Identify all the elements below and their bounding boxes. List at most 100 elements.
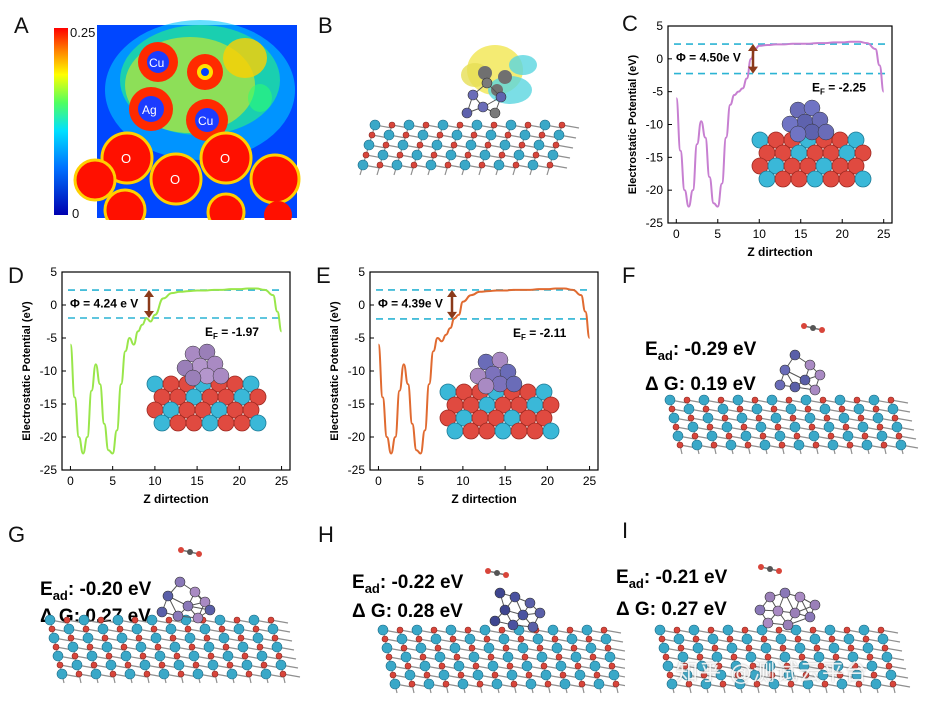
oxygen-atom <box>101 634 109 642</box>
cluster-atom <box>507 619 519 631</box>
cluster-atom <box>467 89 479 101</box>
oxygen-atom <box>706 423 714 431</box>
oxygen-atom <box>842 423 850 431</box>
metal-atom <box>847 131 865 149</box>
oxygen-atom <box>847 644 855 652</box>
metal-atom <box>854 170 872 188</box>
metal-atom <box>547 149 559 161</box>
fermi-level-label: EF = -1.97 <box>205 325 259 341</box>
oxygen-atom <box>478 422 496 440</box>
cluster-atom <box>505 375 523 393</box>
oxygen-atom <box>462 422 480 440</box>
y-tick-label: -5 <box>46 331 57 345</box>
cluster-atom <box>774 379 786 391</box>
metal-atom <box>158 668 170 680</box>
metal-atom <box>691 439 703 451</box>
oxygen-atom <box>48 625 56 633</box>
oxygen-atom <box>131 616 139 624</box>
x-axis-label: Z dirtection <box>747 245 812 259</box>
metal-atom <box>870 678 882 690</box>
oxygen-atom <box>478 161 486 169</box>
metal-atom <box>740 430 752 442</box>
oxygen-atom <box>851 662 859 670</box>
oxygen-atom <box>468 644 476 652</box>
metal-atom <box>214 614 226 626</box>
metal-atom <box>817 669 829 681</box>
oxygen-atom <box>828 635 836 643</box>
metal-atom <box>472 669 484 681</box>
metal-atom <box>866 660 878 672</box>
metal-atom <box>201 414 219 432</box>
oxygen-atom <box>687 414 695 422</box>
oxygen-atom <box>759 432 767 440</box>
metal-atom <box>505 119 517 131</box>
panel-d-potential-chart: 0 5 10 15 20 25 5 0 -5 -10 -15 -20 -25 Z dirtection El… <box>21 265 291 506</box>
metal-atom <box>770 412 782 424</box>
metal-atom <box>519 129 531 141</box>
metal-atom <box>434 651 446 663</box>
oxygen-atom <box>154 643 162 651</box>
metal-atom <box>423 678 435 690</box>
oxygen-atom <box>472 662 480 670</box>
oxygen-atom <box>483 635 491 643</box>
oxygen-atom <box>711 644 719 652</box>
metal-atom <box>559 678 571 690</box>
carbon-atom <box>810 325 816 331</box>
oxygen-atom <box>143 670 151 678</box>
oxygen-atom <box>249 388 267 406</box>
metal-atom <box>267 623 279 635</box>
panel-a-charge-density: 0.25 0 Cu Ag Cu O O O <box>54 20 301 220</box>
metal-cluster <box>156 576 216 624</box>
oxygen-atom <box>116 625 124 633</box>
oxygen-atom <box>260 661 268 669</box>
oxygen-atom <box>730 653 738 661</box>
oxygen-atom <box>75 670 83 678</box>
metal-atom <box>506 669 518 681</box>
oxygen-atom <box>862 635 870 643</box>
oxide-slab <box>654 624 911 694</box>
oxygen-atom <box>832 653 840 661</box>
oxygen-atom <box>662 653 670 661</box>
oxygen-atom <box>612 680 620 688</box>
metal-atom <box>758 170 776 188</box>
oxygen-atom <box>139 652 147 660</box>
y-tick-label: -5 <box>652 85 663 99</box>
metal-atom <box>868 394 880 406</box>
oxygen-atom <box>456 121 464 129</box>
oxygen-atom <box>887 396 895 404</box>
oxygen-atom <box>185 414 203 432</box>
metal-atom <box>533 139 545 151</box>
panel-e-potential-chart: 0 5 10 15 20 25 5 0 -5 -10 -15 -20 -25 Z dirtection El… <box>329 265 599 506</box>
oxygen-atom <box>578 680 586 688</box>
oxygen-atom <box>438 662 446 670</box>
metal-atom <box>471 119 483 131</box>
oxygen-atom <box>207 652 215 660</box>
metal-atom <box>726 642 738 654</box>
cluster-atom <box>789 125 807 143</box>
metal-atom <box>540 669 552 681</box>
metal-atom <box>721 421 733 433</box>
oxygen-atom <box>410 161 418 169</box>
oxygen-atom <box>419 653 427 661</box>
oxygen-atom <box>741 626 749 634</box>
oxygen-atom <box>184 625 192 633</box>
cluster-atom <box>495 91 507 103</box>
oxygen-atom <box>783 662 791 670</box>
oxygen-atom <box>604 644 612 652</box>
oxygen-atom <box>838 170 856 188</box>
metal-cluster <box>754 587 821 631</box>
metal-atom <box>153 414 171 432</box>
metal-atom <box>120 650 132 662</box>
metal-atom <box>535 383 553 401</box>
oxygen-atom <box>710 441 718 449</box>
atom-label-o-3: O <box>220 151 230 166</box>
oxygen-atom <box>546 161 554 169</box>
inset-structure <box>439 351 560 440</box>
metal-atom <box>425 159 437 171</box>
adsorption-energy-g: Ead: -0.20 eV <box>40 579 152 603</box>
cluster-atom <box>489 107 501 119</box>
oxygen-atom <box>790 170 808 188</box>
metal-atom <box>383 129 395 141</box>
metal-atom <box>491 678 503 690</box>
oxygen-atom <box>82 625 90 633</box>
